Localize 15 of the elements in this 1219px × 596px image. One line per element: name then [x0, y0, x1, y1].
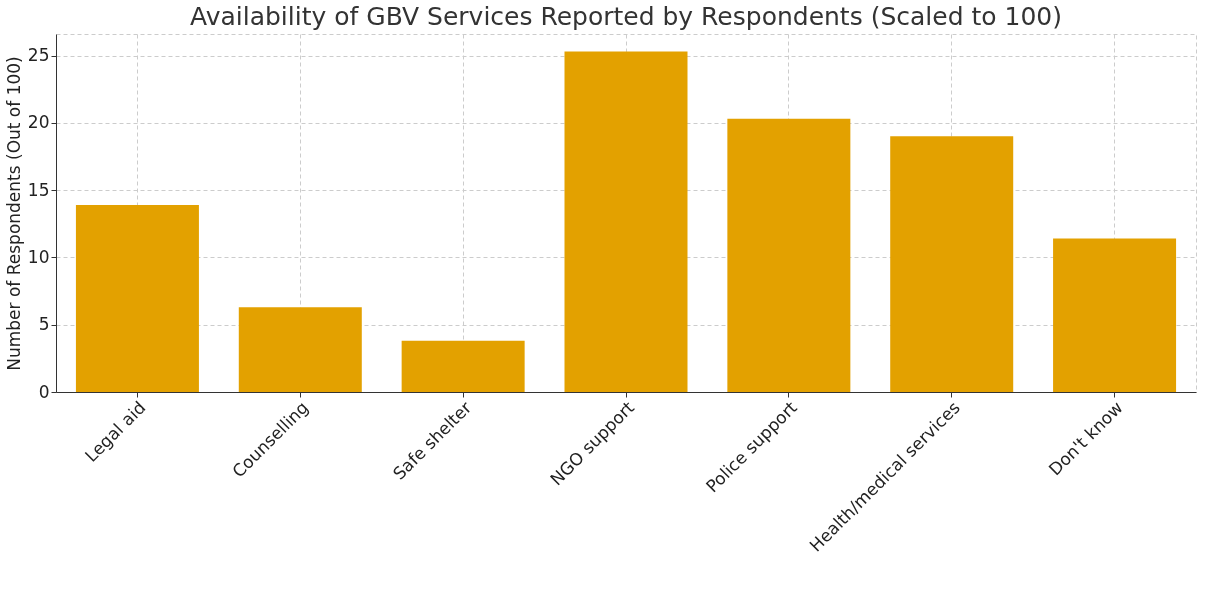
y-axis-title: Number of Respondents (Out of 100) — [3, 56, 24, 371]
chart-title: Availability of GBV Services Reported by Respondents (Scaled to 100) — [190, 2, 1062, 31]
y-tick-label: 0 — [38, 381, 50, 402]
bar — [1053, 238, 1177, 392]
bar — [238, 307, 362, 392]
y-tick-label: 25 — [27, 45, 50, 66]
bar — [890, 136, 1014, 392]
y-tick-label: 10 — [27, 246, 50, 267]
bar — [401, 340, 525, 392]
bar — [727, 118, 851, 392]
bar — [564, 51, 688, 392]
y-tick-label: 15 — [27, 179, 50, 200]
y-tick-label: 5 — [38, 314, 50, 335]
bar — [75, 204, 199, 392]
y-tick-label: 20 — [27, 112, 50, 133]
